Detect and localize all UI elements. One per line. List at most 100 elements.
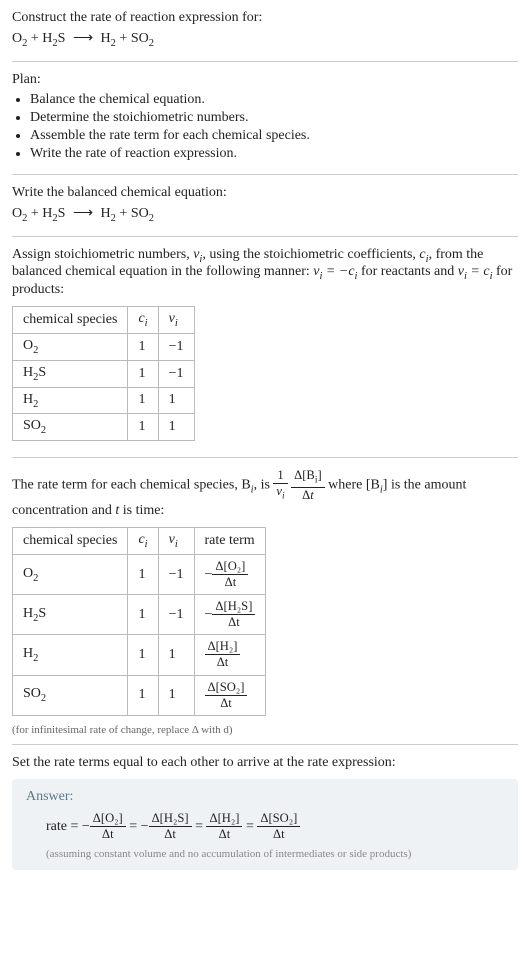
nu-eq-neg-c: νi = −ci <box>313 264 357 279</box>
cell-species: H2 <box>13 635 128 675</box>
table-row: H2S 1 −1 <box>13 360 195 387</box>
cell-c: 1 <box>128 414 158 441</box>
species: H2 <box>101 31 116 46</box>
col-ci: ci <box>128 307 158 334</box>
dBi-dt: Δ[Bi]Δt <box>291 468 325 503</box>
plan-item: Determine the stoichiometric numbers. <box>30 110 518 126</box>
species: H2S <box>42 206 65 221</box>
frac-num: Δ[H₂S] <box>149 811 192 827</box>
plan-section: Plan: Balance the chemical equation. Det… <box>12 72 518 175</box>
reaction-arrow: ⟶ <box>69 206 97 221</box>
nu-i: νi <box>193 247 202 262</box>
text: where [B <box>328 478 380 493</box>
rate-prefix: rate = <box>46 819 82 834</box>
cell-species: O2 <box>13 333 128 360</box>
unbalanced-equation: O2 + H2S ⟶ H2 + SO2 <box>12 30 518 49</box>
species: SO2 <box>131 206 154 221</box>
rateterm-footnote: (for infinitesimal rate of change, repla… <box>12 724 518 736</box>
col-species: chemical species <box>13 528 128 555</box>
text: Assign stoichiometric numbers, <box>12 247 193 262</box>
table-header-row: chemical species ci νi <box>13 307 195 334</box>
text: , using the stoichiometric coefficients, <box>202 247 419 262</box>
answer-label: Answer: <box>26 789 504 805</box>
final-section: Set the rate terms equal to each other t… <box>12 755 518 874</box>
frac-den: Δt <box>257 827 300 842</box>
cell-species: H2S <box>13 595 128 635</box>
cell-species: SO2 <box>13 675 128 715</box>
stoich-intro: Assign stoichiometric numbers, νi, using… <box>12 247 518 299</box>
cell-c: 1 <box>128 360 158 387</box>
frac-num: Δ[H₂] <box>206 811 242 827</box>
plus-sign: + <box>31 206 42 221</box>
final-title: Set the rate terms equal to each other t… <box>12 755 518 771</box>
text: The rate term for each chemical species,… <box>12 478 251 493</box>
text: , is <box>254 478 274 493</box>
table-header-row: chemical species ci νi rate term <box>13 528 266 555</box>
balanced-equation: O2 + H2S ⟶ H2 + SO2 <box>12 205 518 224</box>
species: H2 <box>101 206 116 221</box>
rate-term-expression: 1νi Δ[Bi]Δt <box>273 478 328 493</box>
cell-rateterm: −Δ[O₂]Δt <box>194 554 266 594</box>
frac-den: Δt <box>205 696 248 711</box>
cell-species: H2 <box>13 387 128 414</box>
nu-eq-c: νi = ci <box>458 264 493 279</box>
table-row: SO2 1 1 <box>13 414 195 441</box>
plan-title: Plan: <box>12 72 518 88</box>
table-row: O2 1 −1 −Δ[O₂]Δt <box>13 554 266 594</box>
table-row: SO2 1 1 Δ[SO₂]Δt <box>13 675 266 715</box>
plan-list: Balance the chemical equation. Determine… <box>12 92 518 162</box>
stoich-table: chemical species ci νi O2 1 −1 H2S 1 −1 … <box>12 306 195 441</box>
col-nui: νi <box>158 307 194 334</box>
cell-nu: 1 <box>158 387 194 414</box>
species: O2 <box>12 31 27 46</box>
cell-c: 1 <box>128 554 158 594</box>
rateterm-intro: The rate term for each chemical species,… <box>12 468 518 519</box>
frac-num: Δ[H₂S] <box>212 599 255 615</box>
frac-den: Δt <box>212 615 255 630</box>
species: SO2 <box>131 31 154 46</box>
prompt-section: Construct the rate of reaction expressio… <box>12 10 518 62</box>
cell-species: SO2 <box>13 414 128 441</box>
frac-den: Δt <box>206 827 242 842</box>
cell-rateterm: −Δ[H₂S]Δt <box>194 595 266 635</box>
reaction-arrow: ⟶ <box>69 31 97 46</box>
cell-nu: −1 <box>158 333 194 360</box>
c-i: ci <box>419 247 428 262</box>
col-species: chemical species <box>13 307 128 334</box>
species: O2 <box>12 206 27 221</box>
plan-item: Write the rate of reaction expression. <box>30 146 518 162</box>
frac-num: Δ[H₂] <box>205 639 241 655</box>
cell-nu: −1 <box>158 360 194 387</box>
col-nui: νi <box>158 528 194 555</box>
rateterm-table: chemical species ci νi rate term O2 1 −1… <box>12 527 266 716</box>
frac-num: Δ[O₂] <box>90 811 126 827</box>
frac-den: Δt <box>212 575 248 590</box>
table-row: H2 1 1 <box>13 387 195 414</box>
cell-c: 1 <box>128 387 158 414</box>
cell-rateterm: Δ[H₂]Δt <box>194 635 266 675</box>
plus-sign: + <box>119 206 130 221</box>
cell-nu: −1 <box>158 554 194 594</box>
cell-c: 1 <box>128 675 158 715</box>
frac-num: Δ[SO₂] <box>257 811 300 827</box>
col-rateterm: rate term <box>194 528 266 555</box>
answer-assumption: (assuming constant volume and no accumul… <box>26 848 504 860</box>
cell-nu: 1 <box>158 675 194 715</box>
plan-item: Balance the chemical equation. <box>30 92 518 108</box>
text: is time: <box>119 503 164 518</box>
plan-item: Assemble the rate term for each chemical… <box>30 128 518 144</box>
species: H2S <box>42 31 65 46</box>
table-row: O2 1 −1 <box>13 333 195 360</box>
answer-box: Answer: rate = −Δ[O₂]Δt = −Δ[H₂S]Δt = Δ[… <box>12 779 518 870</box>
cell-nu: 1 <box>158 414 194 441</box>
cell-c: 1 <box>128 635 158 675</box>
cell-nu: 1 <box>158 635 194 675</box>
cell-c: 1 <box>128 595 158 635</box>
plus-sign: + <box>119 31 130 46</box>
col-ci: ci <box>128 528 158 555</box>
stoich-section: Assign stoichiometric numbers, νi, using… <box>12 247 518 459</box>
balanced-section: Write the balanced chemical equation: O2… <box>12 185 518 237</box>
cell-species: O2 <box>13 554 128 594</box>
balanced-title: Write the balanced chemical equation: <box>12 185 518 201</box>
frac-num: Δ[O₂] <box>212 559 248 575</box>
